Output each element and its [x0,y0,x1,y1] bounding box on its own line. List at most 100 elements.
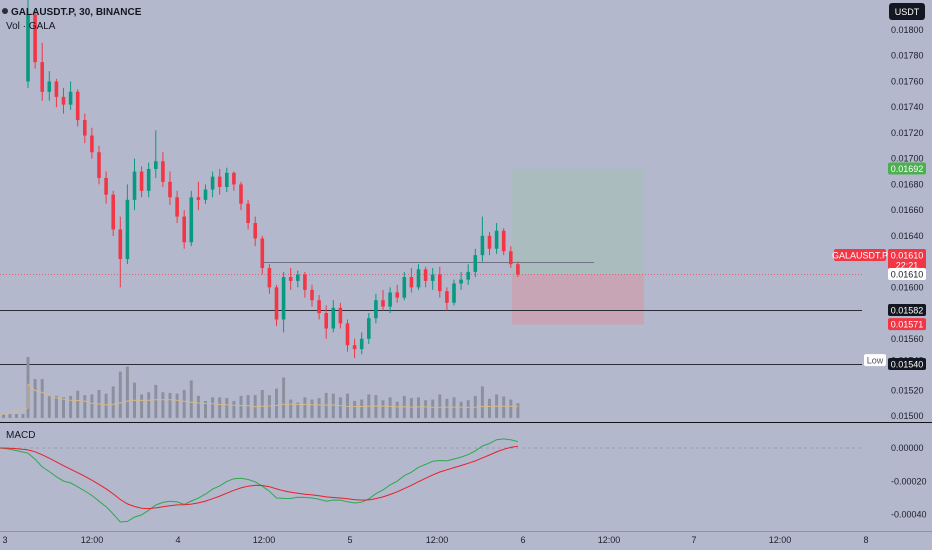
position-tool[interactable] [512,168,644,325]
volume-bar [196,395,200,418]
volume-bar [21,414,25,418]
time-tick-label: 4 [175,535,180,545]
candle-body [359,338,364,350]
time-tick-label: 6 [520,535,525,545]
volume-bar [360,399,364,418]
candle-body [132,171,137,200]
price-tick-label: 0.01640 [891,231,924,241]
volume-bar [111,386,115,418]
volume-bar [2,414,5,418]
volume-bar [175,393,179,418]
volume-bar [289,399,293,418]
time-axis[interactable]: 3 12:00 4 12:00 5 12:00 6 12:00 7 12:00 8 [2,535,868,545]
volume-bar [395,401,399,418]
candle-body [281,277,286,320]
candle-body [189,197,194,243]
time-tick-label: 12:00 [598,535,621,545]
symbol-title[interactable]: GALAUSDT.P, 30, BINANCE [11,7,142,18]
reference-lines [0,261,862,366]
volume-bar [488,398,491,418]
time-tick-label: 7 [691,535,696,545]
volume-bar [182,390,186,418]
price-tick-label: 0.01800 [891,25,924,35]
price-tick-label: 0.01520 [891,385,924,395]
candlestick-series[interactable] [26,0,520,359]
price-tick-label: 0.01560 [891,334,924,344]
price-tick-label: 0.01500 [891,411,924,421]
symbol-badge-bg [834,248,886,261]
candle-body [253,223,257,239]
candle-body [182,216,186,243]
candle-body [310,289,314,301]
volume-bar [353,401,357,418]
volume-bar [232,401,236,418]
volume-bar [466,400,470,418]
candle-body [139,171,144,191]
price-tick-label: 0.01740 [891,102,924,112]
candle-body [61,96,66,105]
candle-body [438,274,442,292]
candle-body [47,81,52,92]
candle-body [459,279,463,284]
target-price-badge: 0.01692 [891,164,924,174]
symbol-badge: GALAUSDT.P [832,250,888,260]
price-tick-label: 0.01720 [891,128,924,138]
macd-indicator-label[interactable]: MACD [6,430,35,441]
price-tick-label: 0.01680 [891,179,924,189]
volume-bar [246,395,250,418]
candle-body [473,255,478,272]
candle-body [225,172,229,187]
macd-tick-label: 0.00000 [891,443,924,453]
volume-bar [140,394,144,418]
time-tick-label: 12:00 [253,535,276,545]
candle-body [267,268,272,288]
volume-bar [374,395,378,418]
candle-body [296,274,300,281]
candle-body [501,230,506,252]
volume-bar [310,399,314,418]
volume-indicator-label[interactable]: Vol · GALA [6,21,56,32]
volume-bar [76,390,80,418]
candle-body [33,14,37,63]
price-tick-label: 0.01760 [891,76,924,86]
candle-body [345,323,350,346]
macd-axis: 0.00000 -0.00020 -0.00040 [891,443,927,520]
time-tick-label: 12:00 [426,535,449,545]
currency-button[interactable] [889,3,925,20]
candle-body [260,238,265,269]
candle-body [423,269,428,281]
candle-body [83,120,87,136]
candle-body [168,181,172,198]
target-price-badge-bg [888,162,926,175]
volume-bar [338,397,342,418]
stop-zone [512,274,644,325]
volume-bar [381,400,385,418]
candle-body [388,292,392,307]
candle-body [480,235,485,256]
macd-tick-label: -0.00040 [891,510,927,520]
volume-bar [417,397,420,418]
candle-body [452,283,456,303]
volume-ma-line [0,383,518,416]
volume-pane [0,357,520,418]
line-price-badge: 0.01540 [891,360,924,370]
candle-body [516,264,520,275]
volume-bar [83,395,87,418]
symbol-logo-icon [2,8,8,14]
candle-body [509,251,513,265]
candle-body [416,269,421,288]
last-price-badge: 0.01610 [891,250,924,260]
candle-body [203,189,208,200]
volume-bar [168,392,172,418]
stop-price-badge: 0.01571 [891,320,924,330]
volume-bar [147,392,151,418]
volume-bar [431,399,435,418]
candle-body [331,307,336,329]
candle-body [367,318,371,339]
currency-button-label[interactable]: USDT [895,7,920,17]
volume-bar [154,384,158,418]
candle-body [395,292,399,298]
